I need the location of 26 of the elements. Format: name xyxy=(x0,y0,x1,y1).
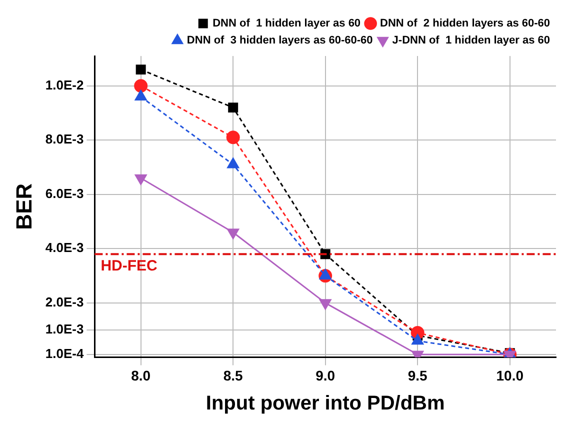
x-tick-label: 8.0 xyxy=(131,367,151,384)
point xyxy=(134,79,148,93)
point xyxy=(226,130,240,144)
y-tick-label: 8.0E-3 xyxy=(45,132,84,147)
y-tick-label: 6.0E-3 xyxy=(45,186,84,201)
y-axis-title: BER xyxy=(11,183,36,230)
point xyxy=(228,102,238,113)
x-tick-label: 10.0 xyxy=(496,367,524,384)
point xyxy=(134,174,147,185)
y-tick-label: 2.0E-3 xyxy=(45,294,84,310)
y-tick-label: 1.0E-4 xyxy=(45,346,84,362)
legend-label: DNN of 3 hidden layers as 60-60-60 xyxy=(186,34,373,47)
point xyxy=(412,334,424,345)
x-tick-label: 9.5 xyxy=(408,367,428,384)
y-tick-label: 4.0E-3 xyxy=(45,240,84,256)
x-tick-label: 8.5 xyxy=(223,367,244,384)
y-tick-label: 1.0E-3 xyxy=(45,322,84,337)
y-tick-label: 1.0E-2 xyxy=(45,77,84,92)
x-tick-label: 9.0 xyxy=(316,367,336,384)
point xyxy=(136,64,146,75)
x-axis-title: Input power into PD/dBm xyxy=(206,392,445,415)
point xyxy=(319,269,332,280)
legend-label: DNN of 1 hidden layer as 60 xyxy=(212,18,361,30)
ref-line-label: HD-FEC xyxy=(100,258,158,275)
legend-label: DNN of 2 hidden layers as 60-60 xyxy=(380,18,550,30)
legend-label: J-DNN of 1 hidden layer as 60 xyxy=(392,34,550,47)
